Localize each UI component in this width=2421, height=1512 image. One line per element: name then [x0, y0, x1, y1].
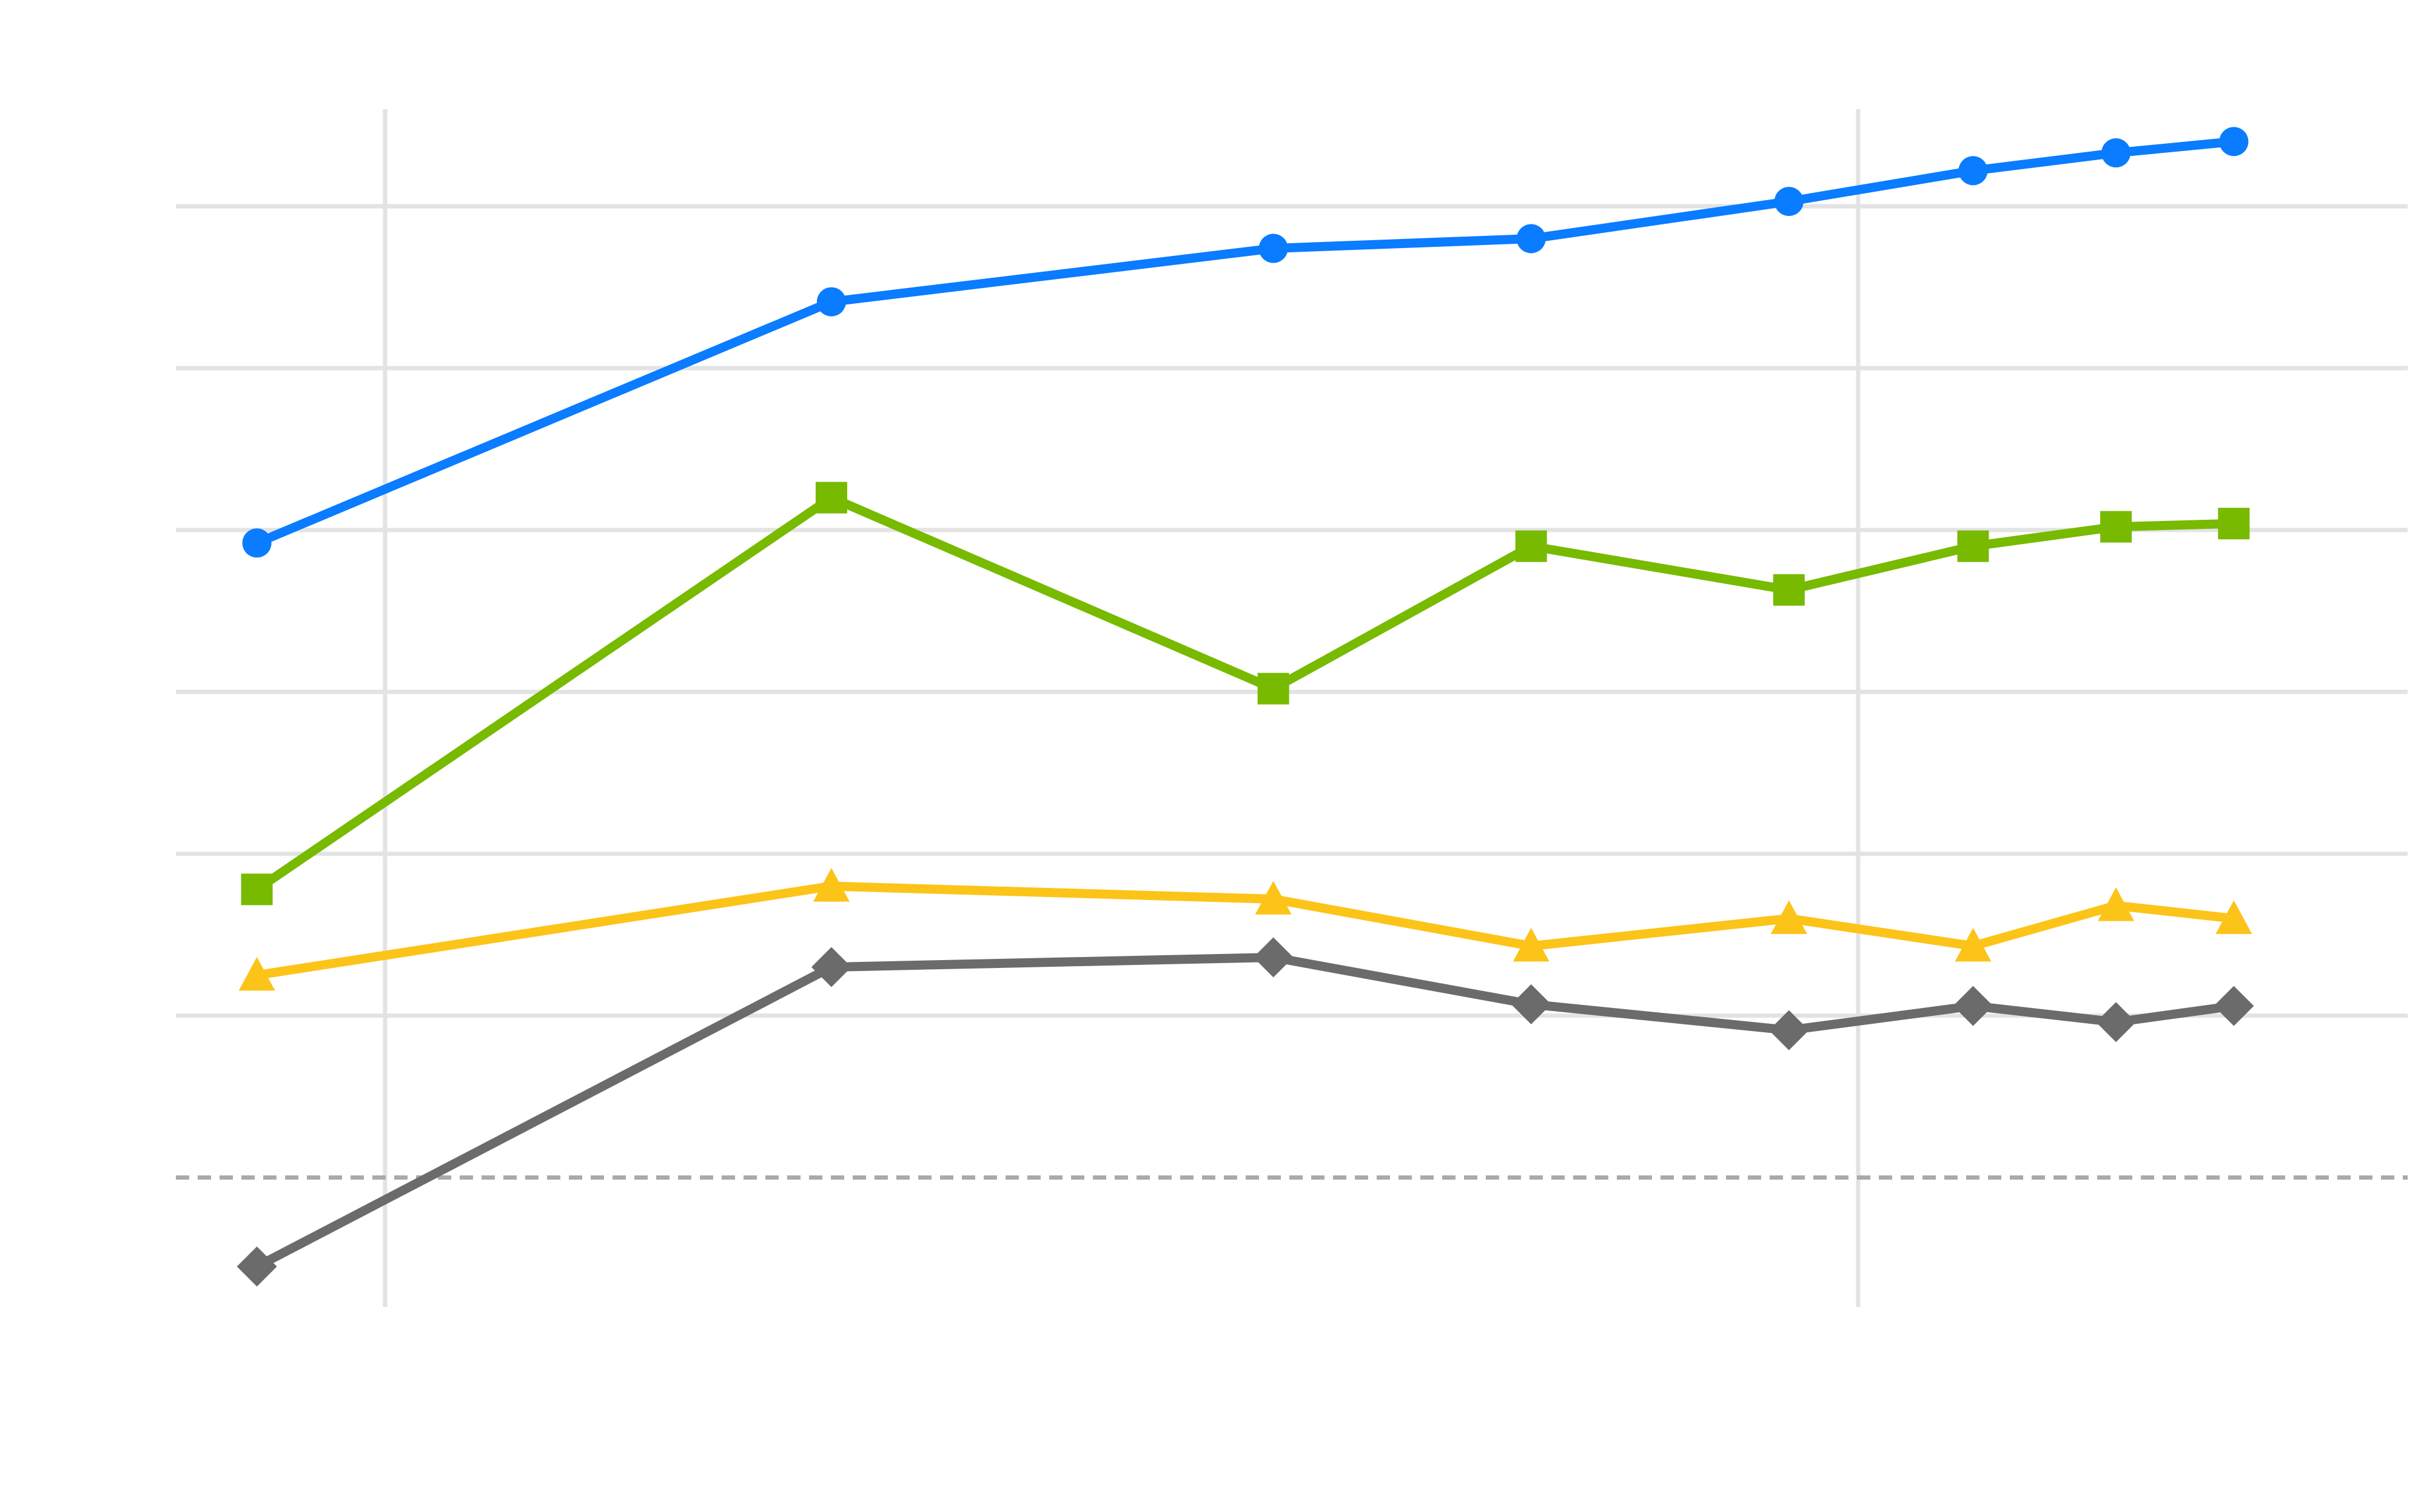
series-0-point-7	[2219, 127, 2249, 156]
series-0-point-3	[1516, 224, 1546, 254]
series-3-point-1	[811, 947, 851, 987]
series-1-line	[252, 493, 2238, 894]
series-0-point-0	[242, 528, 272, 558]
series-2-point-6	[2098, 887, 2135, 921]
series-2-line	[252, 881, 2238, 980]
series-0-point-4	[1774, 187, 1804, 217]
series-1-point-3	[1515, 530, 1547, 562]
series-3-point-5	[1953, 986, 1993, 1026]
series-2-point-2	[1255, 881, 1292, 915]
series-2-point-1	[813, 868, 850, 902]
series-1-point-0	[241, 873, 273, 906]
series-1-point-4	[1773, 574, 1805, 606]
series-3-point-3	[1511, 984, 1551, 1024]
series-2-point-7	[2215, 900, 2252, 934]
series-3-point-6	[2096, 1002, 2137, 1043]
series-3-point-7	[2214, 986, 2254, 1026]
series-0-point-2	[1258, 234, 1288, 263]
series-0-point-5	[1958, 156, 1988, 186]
series-lines	[252, 136, 2238, 1271]
series-0-point-1	[816, 287, 846, 317]
series-0-line	[252, 136, 2238, 548]
series-2-point-4	[1770, 900, 1807, 934]
series-markers	[237, 127, 2254, 1287]
series-1-point-1	[815, 482, 847, 514]
series-1-point-5	[1957, 530, 1989, 562]
series-3-point-2	[1253, 937, 1294, 978]
series-3-point-4	[1768, 1010, 1809, 1050]
gridlines	[176, 109, 2408, 1307]
series-3-point-0	[237, 1246, 277, 1287]
series-2-point-3	[1513, 927, 1550, 962]
series-2-point-0	[238, 956, 275, 991]
series-1-point-2	[1257, 673, 1289, 705]
series-1-point-6	[2100, 511, 2132, 543]
series-3-line	[252, 953, 2238, 1271]
series-1-point-7	[2218, 508, 2250, 540]
series-2-point-5	[1955, 927, 1992, 962]
series-0-point-6	[2101, 138, 2131, 168]
